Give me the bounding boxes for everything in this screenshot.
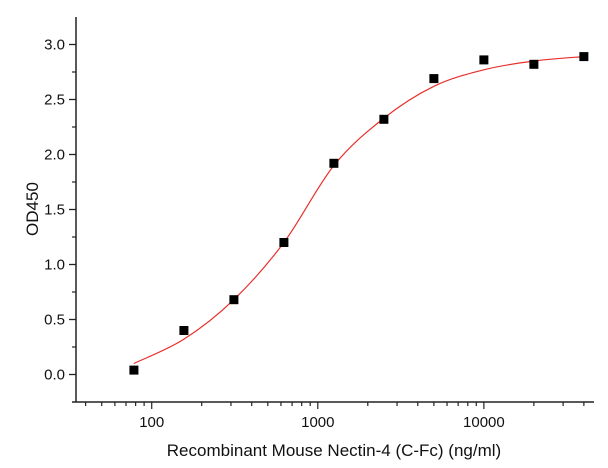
- data-point: [329, 158, 339, 168]
- fit-curve: [133, 56, 584, 365]
- y-tick-label: 1.5: [44, 202, 65, 219]
- x-tick-label: 1000: [301, 414, 334, 431]
- data-point: [229, 295, 239, 305]
- data-point: [529, 59, 539, 69]
- y-tick-label: 2.5: [44, 92, 65, 109]
- y-tick-label: 0.5: [44, 312, 65, 329]
- y-tick-label: 0.0: [44, 367, 65, 384]
- y-tick-label: 2.0: [44, 147, 65, 164]
- y-tick-label: 3.0: [44, 37, 65, 54]
- x-tick-label: 100: [139, 414, 164, 431]
- y-tick-label: 1.0: [44, 257, 65, 274]
- data-point: [429, 74, 439, 84]
- data-point: [129, 365, 139, 375]
- x-axis-title: Recombinant Mouse Nectin-4 (C-Fc) (ng/ml…: [167, 441, 501, 460]
- data-point: [579, 52, 589, 62]
- data-point: [279, 238, 289, 247]
- data-point: [479, 55, 489, 65]
- x-tick-label: 10000: [463, 414, 505, 431]
- y-axis-title: OD450: [23, 182, 42, 236]
- data-point: [379, 114, 389, 124]
- data-point: [179, 326, 189, 335]
